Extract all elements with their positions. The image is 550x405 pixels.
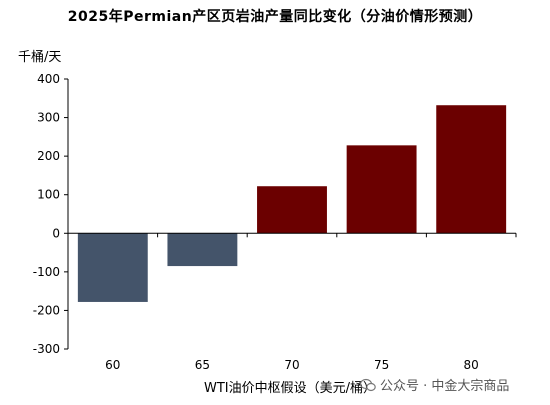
y-tick-label: -300 <box>33 342 60 356</box>
bar-65 <box>167 233 238 267</box>
x-tick-label: 80 <box>464 358 479 372</box>
y-axis-unit-label: 千桶/天 <box>18 50 62 65</box>
y-tick-label: 300 <box>37 111 60 125</box>
x-tick-label: 70 <box>284 358 299 372</box>
y-tick-label: -100 <box>33 265 60 279</box>
y-tick-label: 400 <box>37 72 60 86</box>
x-tick-label: 60 <box>105 358 120 372</box>
wechat-public-account-icon <box>360 378 376 391</box>
watermark: 公众号 · 中金大宗商品 <box>360 375 509 394</box>
watermark-text: 公众号 · 中金大宗商品 <box>380 379 510 394</box>
bar-80 <box>436 105 507 234</box>
y-tick-label: 200 <box>37 149 60 163</box>
bar-60 <box>77 233 148 302</box>
x-tick-label: 75 <box>374 358 389 372</box>
x-axis-label: WTI油价中枢假设（美元/桶） <box>203 381 376 396</box>
y-tick-label: 100 <box>37 188 60 202</box>
y-tick-label: 0 <box>52 226 60 240</box>
bar-75 <box>346 145 417 234</box>
chart-title: 2025年Permian产区页岩油产量同比变化（分油价情形预测） <box>67 9 483 25</box>
bar-70 <box>257 186 327 234</box>
y-tick-label: -200 <box>33 303 60 317</box>
x-tick-label: 65 <box>195 358 210 372</box>
